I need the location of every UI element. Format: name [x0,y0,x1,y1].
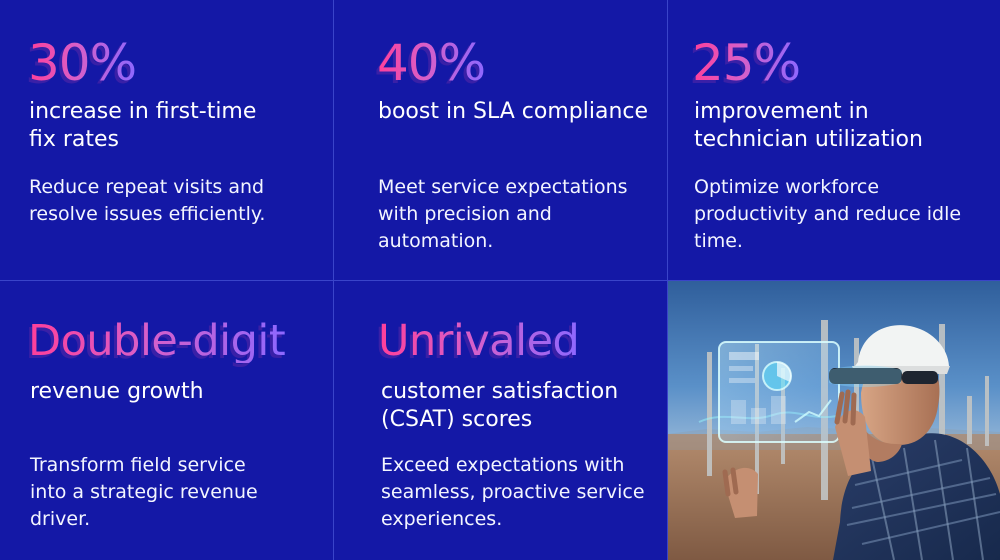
stat-value: 30% [28,34,137,92]
stat-description: Exceed expectations with seamless, proac… [381,454,645,530]
stat-card: 25% 25% improvement in technician utiliz… [667,0,1000,280]
stat-value: 25% [692,34,801,92]
stat-label: boost in SLA compliance [378,99,649,124]
stat-card: 30% 30% increase in first-time fix rates… [0,0,333,280]
stat-value: Unrivaled [378,316,580,366]
stat-value-shadow: 25% [689,41,798,91]
stat-label: revenue growth [30,379,204,404]
stat-label: customer satisfaction (CSAT) scores [381,379,619,432]
grid-divider [0,280,1000,281]
stat-card: Double-digit Double-digit revenue growth… [0,280,333,560]
stat-label: improvement in technician utilization [694,99,923,152]
technician-ar-headset-image [667,280,1000,560]
stat-label: increase in first-time fix rates [29,99,257,152]
stat-description: Meet service expectations with precision… [378,176,628,252]
stat-description: Reduce repeat visits and resolve issues … [29,176,266,225]
stat-value: 40% [377,34,486,92]
stat-value-shadow: 40% [374,41,483,91]
stat-value-shadow: Unrivaled [375,323,577,366]
stat-value-shadow: 30% [25,41,134,91]
stat-value: Double-digit [28,316,286,366]
stat-card: 40% 40% boost in SLA compliance Meet ser… [333,0,667,280]
stat-description: Transform field service into a strategic… [30,454,258,530]
technician-photo-card [667,280,1000,560]
stat-value-shadow: Double-digit [25,323,283,366]
stat-card: Unrivaled Unrivaled customer satisfactio… [333,280,667,560]
stat-description: Optimize workforce productivity and redu… [694,176,962,252]
